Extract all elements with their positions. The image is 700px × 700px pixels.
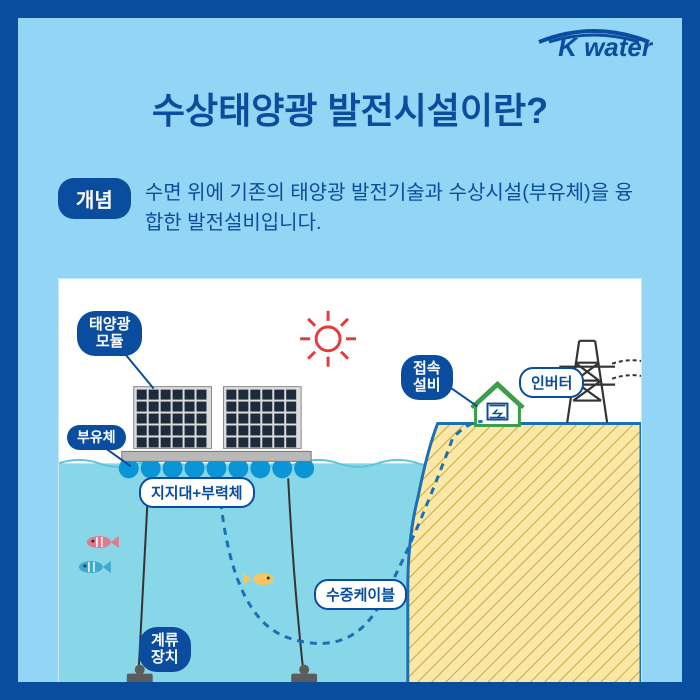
label-mooring: 계류장치: [139, 627, 191, 672]
page-title: 수상태양광 발전시설이란?: [18, 82, 682, 134]
label-junction: 접속설비: [401, 355, 453, 400]
label-inverter: 인버터: [519, 367, 584, 398]
brand-logo: K water: [558, 32, 652, 63]
label-underwater-cable: 수중케이블: [314, 579, 407, 610]
label-support: 지지대+부력체: [139, 477, 255, 508]
inner-card: K water 수상태양광 발전시설이란? 개념 수면 위에 기존의 태양광 발…: [18, 18, 682, 682]
outer-frame: K water 수상태양광 발전시설이란? 개념 수면 위에 기존의 태양광 발…: [0, 0, 700, 700]
label-floating-body: 부유체: [67, 425, 126, 450]
concept-row: 개념 수면 위에 기존의 태양광 발전기술과 수상시설(부유체)을 융합한 발전…: [58, 178, 642, 238]
diagram: 태양광모듈 부유체 지지대+부력체 계류장치 수중케이블 접속설비 인버터: [58, 278, 642, 682]
concept-text: 수면 위에 기존의 태양광 발전기술과 수상시설(부유체)을 융합한 발전설비입…: [145, 178, 642, 238]
concept-pill: 개념: [58, 178, 131, 219]
label-solar-module: 태양광모듈: [77, 311, 142, 356]
